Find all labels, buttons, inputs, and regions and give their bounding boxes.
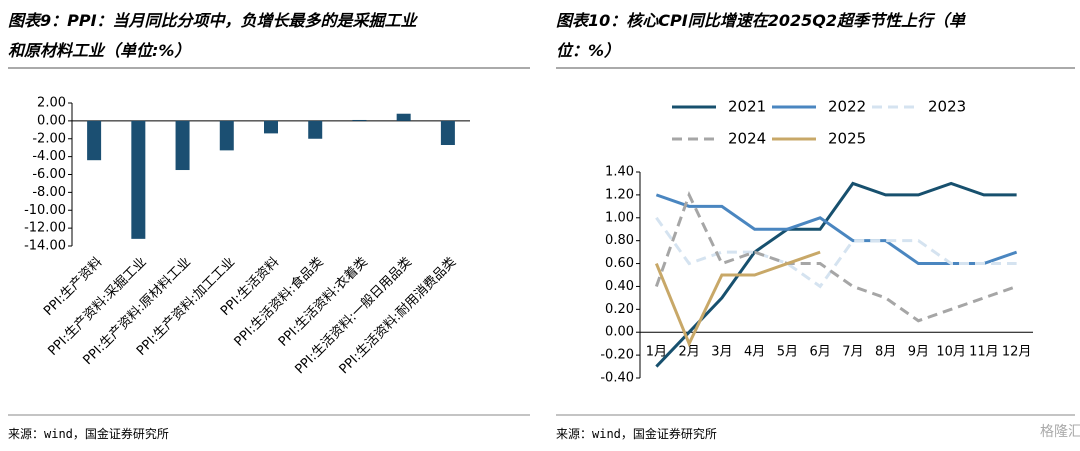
x-tick-label: 2月 [678, 345, 699, 360]
x-tick-label: 10月 [936, 345, 966, 360]
title-line: 位：%） [556, 41, 620, 60]
y-tick-label: -14.00 [24, 239, 66, 254]
x-tick-label: 5月 [777, 345, 798, 360]
y-tick-label: -12.00 [24, 221, 66, 236]
bar [87, 120, 102, 161]
y-tick-label: 0.80 [605, 233, 634, 248]
y-tick-label: 0.20 [605, 302, 634, 317]
y-tick-label: 0.60 [605, 256, 634, 271]
x-tick-label: 8月 [875, 345, 896, 360]
y-tick-label: 0.00 [37, 113, 66, 128]
y-tick-label: 1.20 [605, 187, 634, 202]
x-tick-label: 3月 [711, 345, 732, 360]
x-tick-label: 11月 [969, 345, 999, 360]
watermark: 格隆汇 [1040, 424, 1080, 440]
series-line [654, 190, 1018, 323]
y-tick-label: -10.00 [24, 203, 66, 218]
source: 来源：wind，国金证券研究所 [8, 426, 169, 441]
series-line [655, 193, 1018, 266]
y-tick-label: -2.00 [32, 131, 66, 146]
bar [440, 120, 455, 146]
bar [396, 113, 411, 121]
y-tick-label: -0.40 [600, 371, 634, 386]
series-line [654, 250, 821, 348]
y-tick-label: 2.00 [37, 96, 66, 111]
legend-label: 2024 [728, 130, 766, 148]
y-tick-label: -0.20 [600, 348, 634, 363]
bar [264, 120, 278, 134]
y-tick-label: 0.40 [605, 279, 634, 294]
x-tick-label: 12月 [1002, 345, 1032, 360]
title-line: 图表10：核心CPI同比增速在2025Q2超季节性上行（单 [556, 11, 966, 30]
y-tick-label: 1.40 [605, 165, 634, 180]
bar [175, 120, 190, 171]
x-tick-label: 7月 [842, 345, 863, 360]
bar [131, 120, 146, 239]
y-tick-label: 0.00 [605, 325, 634, 340]
bar [308, 120, 323, 139]
legend-label: 2023 [928, 98, 966, 116]
y-tick-label: -4.00 [32, 149, 66, 164]
legend-label: 2022 [828, 98, 866, 116]
title-line: 图表9：PPI：当月同比分项中，负增长最多的是采掘工业 [8, 11, 419, 30]
source: 来源：wind，国金证券研究所 [556, 426, 717, 441]
y-tick-label: -6.00 [32, 167, 66, 182]
x-tick-label: 6月 [809, 345, 830, 360]
bar [219, 120, 234, 151]
y-tick-label: -8.00 [32, 185, 66, 200]
legend-label: 2025 [828, 130, 866, 148]
legend-label: 2021 [728, 98, 766, 116]
title-line: 和原材料工业（单位:%） [8, 41, 190, 60]
x-tick-label: 4月 [744, 345, 765, 360]
y-tick-label: 1.00 [605, 210, 634, 225]
x-tick-label: 1月 [646, 345, 667, 360]
series-line [655, 181, 1017, 368]
x-tick-label: 9月 [908, 345, 929, 360]
bar [352, 119, 367, 121]
